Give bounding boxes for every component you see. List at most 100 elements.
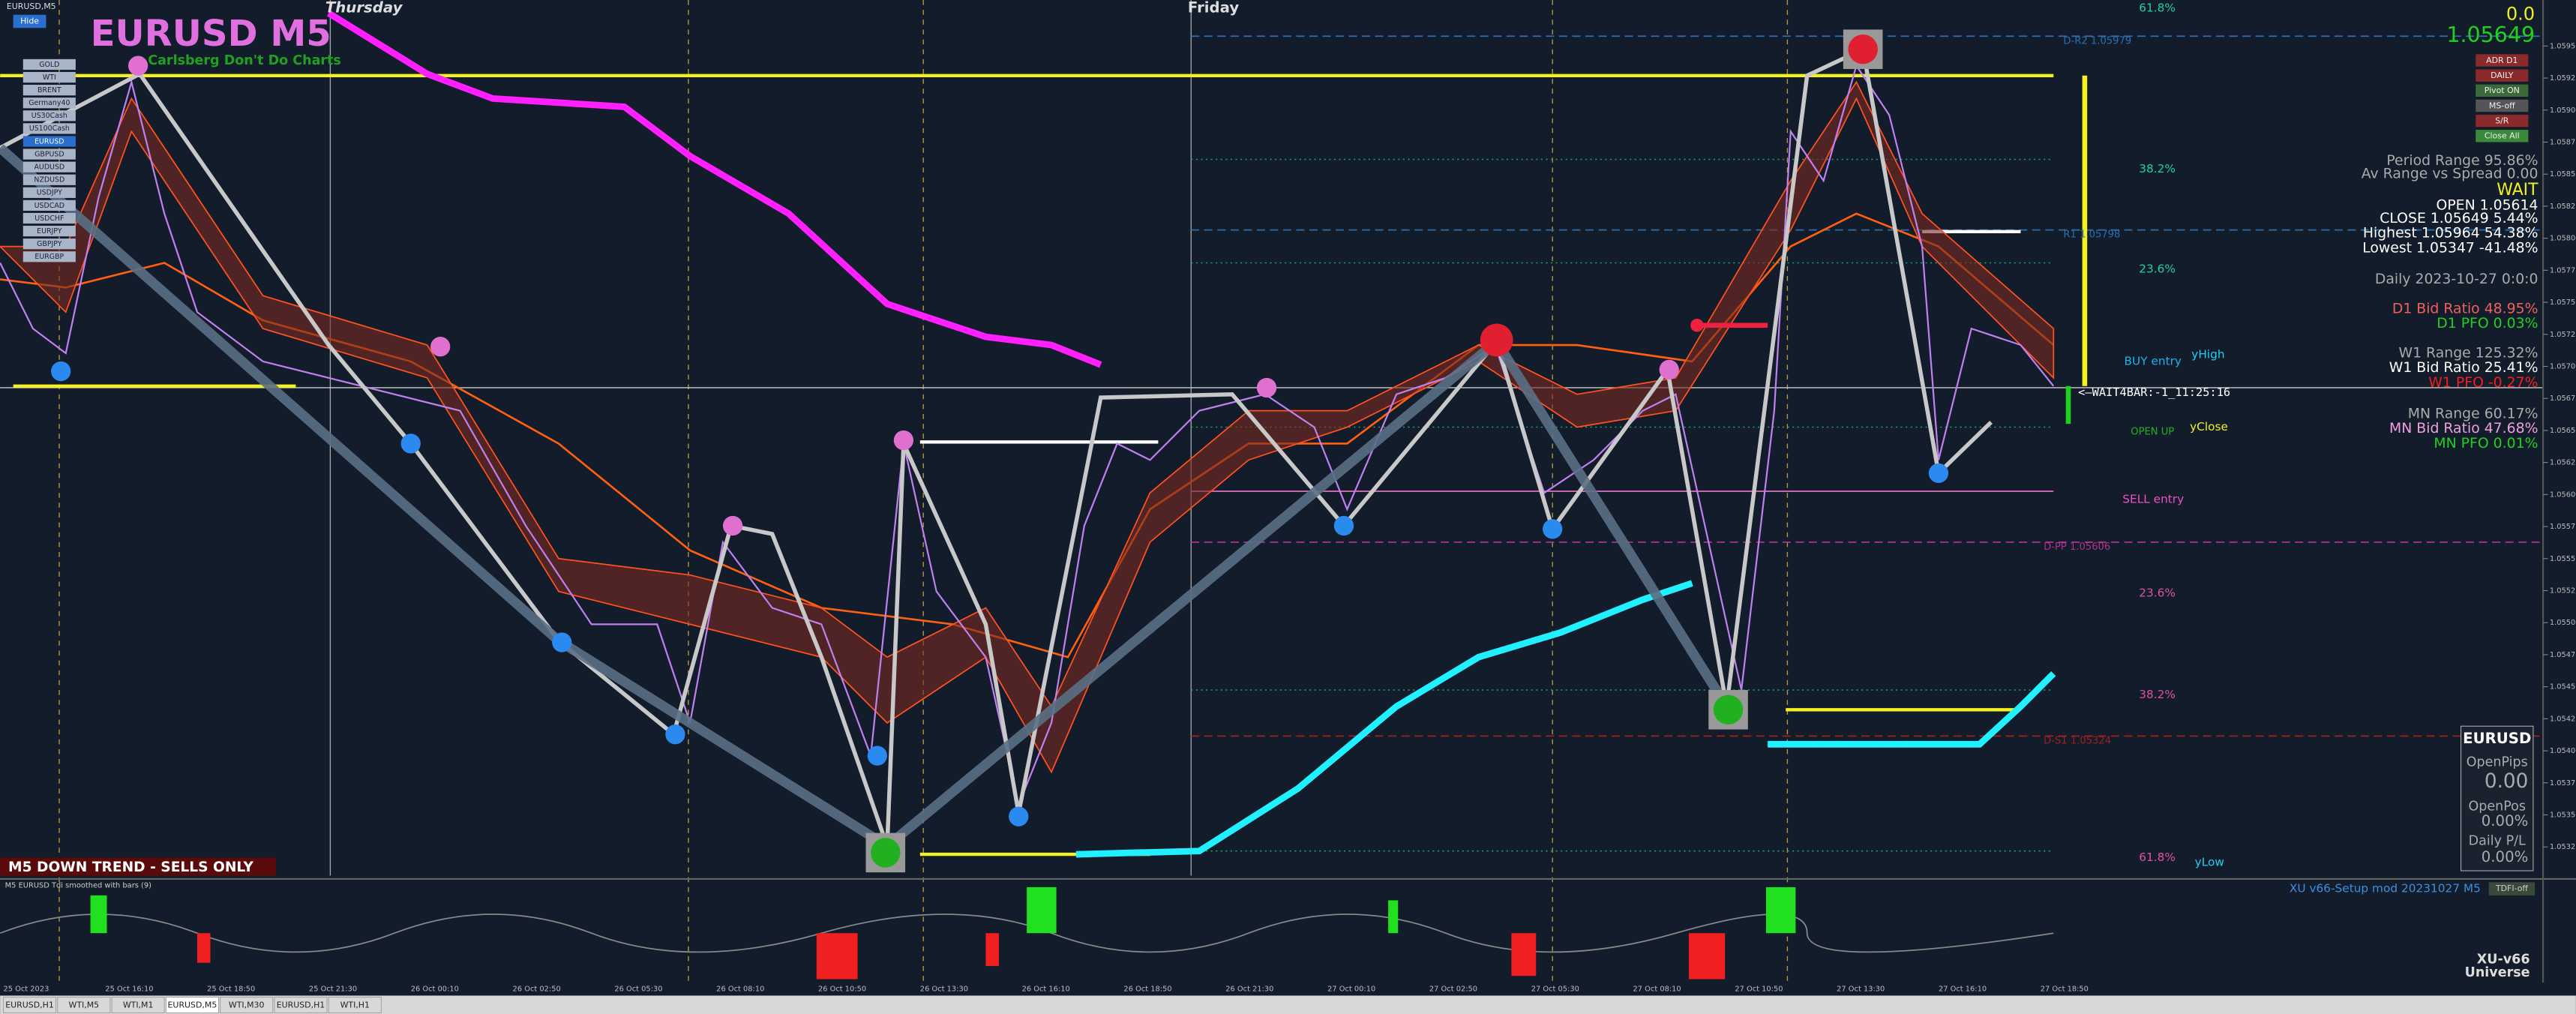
symbol-button[interactable]: EURJPY <box>37 227 62 236</box>
symbol-button[interactable]: BRENT <box>37 86 61 94</box>
panel-button[interactable]: ADR D1 <box>2486 56 2518 65</box>
time-axis-label: 26 Oct 02:50 <box>513 986 561 994</box>
symbol-button-bg[interactable] <box>22 251 76 262</box>
indicator-title: M5 EURUSD Tdi smoothed with bars (9) <box>5 882 151 890</box>
symbol-button[interactable]: USDCAD <box>34 202 64 210</box>
panel-stat: MN Bid Ratio 47.68% <box>2389 421 2539 436</box>
time-axis-label: 27 Oct 16:10 <box>1939 986 1987 994</box>
price-axis-label: 1.05450 <box>2550 683 2576 692</box>
tab-bg[interactable] <box>111 997 165 1013</box>
panel-button-bg[interactable] <box>2476 99 2529 112</box>
time-axis-label: 27 Oct 18:50 <box>2041 986 2089 994</box>
symbol-button-bg[interactable] <box>22 187 76 198</box>
price-axis-label: 1.05375 <box>2550 779 2576 788</box>
tdfi-button[interactable]: TDFI-off <box>2495 884 2528 893</box>
panel-button[interactable]: S/R <box>2495 116 2509 125</box>
chart-label: <—WAIT4BAR:-1_11:25:16 <box>2078 386 2230 399</box>
fib-label: 38.2% <box>2139 162 2176 176</box>
symbol-button[interactable]: US30Cash <box>31 112 67 120</box>
hide-button[interactable]: Hide <box>20 16 39 26</box>
symbol-button[interactable]: US100Cash <box>29 124 70 133</box>
symbol-button-bg[interactable] <box>22 123 76 134</box>
account-value: 0.00 <box>2485 770 2528 793</box>
pivot-label: R1 1.05798 <box>2063 230 2120 241</box>
symbol-button-bg[interactable] <box>22 212 76 224</box>
cloud <box>0 80 2055 774</box>
price-axis-label: 1.05600 <box>2550 490 2576 499</box>
price-axis-label: 1.05500 <box>2550 619 2576 627</box>
time-axis-label: 26 Oct 21:30 <box>1225 986 1273 994</box>
time-axis-label: 26 Oct 08:10 <box>716 986 764 994</box>
symbol-button[interactable]: NZDUSD <box>34 176 64 184</box>
symbol-button[interactable]: USDJPY <box>37 189 62 197</box>
price-axis-label: 1.05550 <box>2550 555 2576 563</box>
symbol-button[interactable]: EURGBP <box>34 253 64 261</box>
symbol-button-bg[interactable] <box>22 136 76 147</box>
symbol-button-bg[interactable] <box>22 98 76 109</box>
pivot-label: D-PP 1.05606 <box>2044 542 2110 553</box>
time-axis-label: 26 Oct 13:30 <box>920 986 968 994</box>
panel-button[interactable]: MS-off <box>2489 100 2515 110</box>
symbol-button[interactable]: USDCHF <box>34 214 64 223</box>
pivot-label: D-S1 1.05324 <box>2044 735 2111 746</box>
symbol-button-bg[interactable] <box>22 71 76 83</box>
time-axis-label: 27 Oct 13:30 <box>1837 986 1885 994</box>
time-axis-label: 27 Oct 08:10 <box>1633 986 1681 994</box>
time-axis-label: 25 Oct 18:50 <box>207 986 255 994</box>
price: 1.05649 <box>2446 22 2535 47</box>
tab-bg[interactable] <box>274 997 328 1013</box>
tab[interactable]: WTI,H1 <box>340 1000 370 1010</box>
symbol-button[interactable]: GOLD <box>39 61 59 69</box>
panel-button[interactable]: Close All <box>2485 131 2520 141</box>
symbol-button-bg[interactable] <box>22 85 76 96</box>
tab[interactable]: EURUSD,H1 <box>277 1000 325 1010</box>
price-axis-label: 1.05350 <box>2550 812 2576 820</box>
price-axis-label: 1.05675 <box>2550 394 2576 403</box>
symbol-button[interactable]: AUDUSD <box>34 163 64 171</box>
time-axis-label: 26 Oct 00:10 <box>411 986 459 994</box>
panel-button-bg[interactable] <box>2476 130 2529 142</box>
tab[interactable]: EURUSD,M5 <box>168 1000 217 1010</box>
fib-label: 23.6% <box>2139 262 2176 276</box>
fib-label: 38.2% <box>2139 688 2176 701</box>
tab[interactable]: WTI,M30 <box>229 1000 265 1010</box>
symbol-button-bg[interactable] <box>22 58 76 70</box>
symbol-button-bg[interactable] <box>22 174 76 185</box>
panel-stat: W1 PFO -0.27% <box>2428 375 2538 391</box>
symbol-button-bg[interactable] <box>22 110 76 122</box>
panel-button[interactable]: DAILY <box>2491 70 2514 80</box>
tdfi-button-bg[interactable] <box>2488 882 2536 896</box>
zigzag <box>0 46 1993 848</box>
symbol-button[interactable]: Germany40 <box>28 99 70 107</box>
panel-button[interactable]: Pivot ON <box>2485 86 2520 95</box>
symbol-button[interactable]: EURUSD <box>34 137 64 146</box>
panel-stat: W1 Bid Ratio 25.41% <box>2389 360 2539 376</box>
fib-label: 61.8% <box>2139 850 2176 864</box>
tab-bg[interactable] <box>57 997 111 1013</box>
symbol-button-bg[interactable] <box>22 225 76 237</box>
panel-stat: Daily 2023-10-27 0:0:0 <box>2375 272 2539 287</box>
panel-stat: MN Range 60.17% <box>2408 406 2539 422</box>
tab-bg[interactable] <box>220 997 274 1013</box>
symbol-button[interactable]: WTI <box>43 74 56 82</box>
panel-button-bg[interactable] <box>2476 54 2529 67</box>
hide-button-bg[interactable] <box>13 14 46 28</box>
symbol-button[interactable]: GBPUSD <box>34 150 64 158</box>
time-axis-label: 26 Oct 10:50 <box>818 986 866 994</box>
symbol-button-bg[interactable] <box>22 200 76 212</box>
tab[interactable]: EURUSD,H1 <box>5 1000 54 1010</box>
tab-bg[interactable] <box>165 997 219 1013</box>
tab-bg[interactable] <box>3 997 57 1013</box>
panel-button-bg[interactable] <box>2476 114 2529 128</box>
symbol-button-bg[interactable] <box>22 161 76 172</box>
tab-bg[interactable] <box>328 997 382 1013</box>
symbol-button-bg[interactable] <box>22 148 76 160</box>
panel-button-bg[interactable] <box>2476 84 2529 98</box>
panel-button-bg[interactable] <box>2476 69 2529 82</box>
tab[interactable]: WTI,M5 <box>69 1000 100 1010</box>
tab[interactable]: WTI,M1 <box>123 1000 154 1010</box>
symbol-button[interactable]: GBPJPY <box>37 240 62 248</box>
symbol-button-bg[interactable] <box>22 238 76 250</box>
